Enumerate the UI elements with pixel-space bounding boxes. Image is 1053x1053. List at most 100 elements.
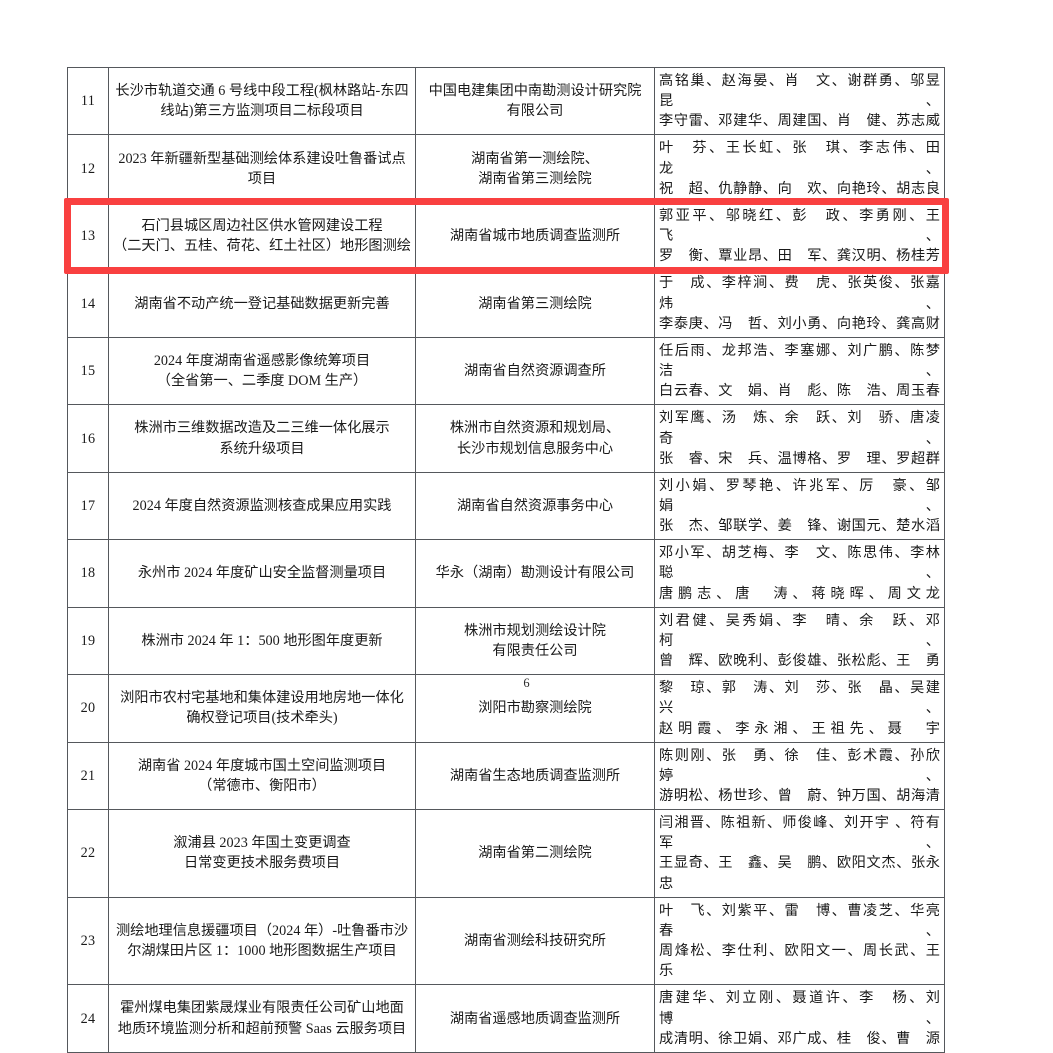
row-index-cell: 14 [67,269,109,338]
table-row: 20 浏阳市农村宅基地和集体建设用地房地一体化 确权登记项目(技术牵头) 浏阳市勘察测… [67,674,945,743]
project-name-line: 2024 年度自然资源监测核查成果应用实践 [132,497,392,514]
project-name-cell: 2024 年度湖南省遥感影像统筹项目 （全省第一、二季度 DOM 生产） [108,336,416,406]
project-name-cell: 浏阳市农村宅基地和集体建设用地房地一体化 确权登记项目(技术牵头) [108,674,416,743]
organization-line: 湖南省第三测绘院 [478,295,592,312]
contributors-line: 黎 琼、郭 涛、刘 莎、张 晶、吴建兴、 [659,680,940,717]
contributors-line: 李泰庚、冯 哲、刘小勇、向艳玲、龚高财 [659,315,940,332]
table-row: 12 2023 年新疆新型基础测绘体系建设吐鲁番试点 项目 湖南省第一测绘院、 湖南省第… [67,134,954,203]
organization-line: 湖南省自然资源事务中心 [456,497,614,514]
contributors-cell: 刘小娟、罗琴艳、许兆军、厉 豪、邹 娟、张 杰、邹联学、姜 锋、谢国元、楚水滔 [654,471,954,541]
organization-cell: 湖南省第三测绘院 [415,269,655,338]
project-name-line: 长沙市轨道交通 6 号线中段工程(枫林路站-东四 [115,83,409,100]
project-name-line: 霍州煤电集团紫晟煤业有限责任公司矿山地面 [120,1000,404,1017]
organization-line: 浏阳市勘察测绘院 [478,700,592,717]
project-name-line: 尔湖煤田片区 1：1000 地形图数据生产项目 [127,943,397,960]
project-name-line: 测绘地理信息援疆项目（2024 年）-吐鲁番市沙 [115,922,409,939]
contributors-line: 李守雷、邓建华、周建国、肖 健、苏志威 [659,113,940,130]
contributors-cell: 陈则刚、张 勇、徐 佳、彭术霞、孙欣婷、游明松、杨世珍、曾 蔚、钟万国、胡海清 [654,741,945,811]
table-row: 23 测绘地理信息援疆项目（2024 年）-吐鲁番市沙 尔湖煤田片区 1：1000 … [67,896,954,986]
table-row: 16 株洲市三维数据改造及二三维一体化展示 系统升级项目 株洲市自然资源和规划局、 长沙… [67,404,945,473]
contributors-line: 任后雨、龙邦浩、李塞娜、刘广鹏、陈梦洁、 [659,342,940,380]
contributors-line: 赵明霞、李永湘、王祖先、聂 宇 [659,720,940,737]
organization-cell: 湖南省城市地质调查监测所 [415,201,655,271]
organization-cell: 中国电建集团中南勘测设计研究院 有限公司 [415,66,655,136]
organization-line: 有限责任公司 [492,642,578,659]
contributors-line: 成清明、徐卫娟、邓广成、桂 俊、曹 源 [659,1030,940,1047]
project-name-line: （全省第一、二季度 DOM 生产） [156,373,368,390]
contributors-line: 高铭巢、赵海晏、肖 文、谢群勇、邬昱昆、 [659,73,940,110]
organization-cell: 湖南省生态地质调查监测所 [415,741,655,811]
contributors-line: 闫湘晋、陈祖新、师俊峰、刘开宇 、符有军、 [659,815,940,852]
organization-line: 湖南省第二测绘院 [478,845,592,862]
row-index-cell: 17 [67,471,109,541]
project-name-line: 项目 [247,170,277,187]
organization-cell: 株洲市自然资源和规划局、 长沙市规划信息服务中心 [415,404,655,473]
contributors-line: 曾 辉、欧晚利、彭俊雄、张松彪、王 勇 [659,653,940,670]
contributors-line: 祝 超、仇静静、向 欢、向艳玲、胡志良 [659,180,940,197]
project-name-line: 湖南省 2024 年度城市国土空间监测项目 [137,757,387,774]
project-name-cell: 2024 年度自然资源监测核查成果应用实践 [108,471,416,541]
table-row: 11 长沙市轨道交通 6 号线中段工程(枫林路站-东四 线站)第三方监测项目二标段项… [67,66,945,136]
award-table-container: 11 长沙市轨道交通 6 号线中段工程(枫林路站-东四 线站)第三方监测项目二标段项… [67,66,955,1053]
award-table: 11 长沙市轨道交通 6 号线中段工程(枫林路站-东四 线站)第三方监测项目二标段项… [67,66,955,1053]
award-table-body: 11 长沙市轨道交通 6 号线中段工程(枫林路站-东四 线站)第三方监测项目二标段项… [67,66,955,1053]
contributors-cell: 于 成、李梓涧、费 虎、张英俊、张嘉炜、李泰庚、冯 哲、刘小勇、向艳玲、龚高财 [654,269,945,338]
contributors-cell: 闫湘晋、陈祖新、师俊峰、刘开宇 、符有军、 王显奇、王 鑫、吴 鹏、欧阳文杰、张永… [654,809,945,898]
project-name-line: 湖南省不动产统一登记基础数据更新完善 [134,295,390,312]
project-name-line: 永州市 2024 年度矿山安全监督测量项目 [137,565,387,582]
table-row: 17 2024 年度自然资源监测核查成果应用实践 湖南省自然资源事务中心 刘小娟、罗琴… [67,471,954,541]
organization-cell: 湖南省自然资源调查所 [415,336,655,406]
contributors-cell: 刘君健、吴秀娟、李 晴、余 跃、邓 柯、曾 辉、欧晚利、彭俊雄、张松彪、王 勇 [654,606,955,676]
contributors-cell: 刘军鹰、汤 炼、余 跃、刘 骄、唐凌奇、张 睿、宋 兵、温博格、罗 理、罗超群 [654,404,945,473]
row-index-cell: 22 [67,809,109,898]
project-name-cell: 霍州煤电集团紫晟煤业有限责任公司矿山地面 地质环境监测分析和超前预警 Saas 云… [108,984,416,1053]
project-name-line: 确权登记项目(技术牵头) [186,710,338,727]
row-index-cell: 15 [67,336,109,406]
organization-line: 湖南省城市地质调查监测所 [449,228,621,245]
contributors-cell: 叶 飞、刘紫平、雷 博、曹凌芝、华亮春、 周烽松、李仕利、欧阳文一、周长武、王 乐 [654,896,954,986]
organization-line: 湖南省自然资源调查所 [464,363,606,380]
contributors-line: 于 成、李梓涧、费 虎、张英俊、张嘉炜、 [659,275,940,312]
organization-line: 株洲市规划测绘设计院 [464,622,606,639]
row-index-cell: 24 [67,984,109,1053]
organization-line: 有限公司 [506,103,564,120]
contributors-line: 罗 衡、覃业昂、田 军、龚汉明、杨桂芳 [659,248,940,265]
organization-line: 湖南省测绘科技研究所 [464,933,606,950]
table-row: 21 湖南省 2024 年度城市国土空间监测项目 （常德市、衡阳市） 湖南省生态地质调… [67,741,945,811]
table-row: 13 石门县城区周边社区供水管网建设工程 （二天门、五桂、荷花、红土社区）地形图测绘… [67,201,955,271]
table-row: 14 湖南省不动产统一登记基础数据更新完善 湖南省第三测绘院 于 成、李梓涧、费 虎、… [67,269,945,338]
organization-line: 湖南省遥感地质调查监测所 [449,1010,621,1027]
contributors-line: 刘君健、吴秀娟、李 晴、余 跃、邓 柯、 [659,612,955,649]
project-name-line: 日常变更技术服务费项目 [183,855,341,872]
organization-line: 中国电建集团中南勘测设计研究院 [428,83,642,100]
project-name-cell: 2023 年新疆新型基础测绘体系建设吐鲁番试点 项目 [108,134,416,203]
project-name-line: 株洲市三维数据改造及二三维一体化展示 [134,420,390,437]
organization-line: 株洲市自然资源和规划局、 [449,420,621,437]
project-name-cell: 石门县城区周边社区供水管网建设工程 （二天门、五桂、荷花、红土社区）地形图测绘 [108,201,416,271]
row-index-cell: 23 [67,896,109,986]
project-name-cell: 永州市 2024 年度矿山安全监督测量项目 [108,539,416,608]
organization-line: 湖南省第一测绘院、 [471,150,599,167]
row-index-cell: 19 [67,606,109,676]
project-name-cell: 湖南省 2024 年度城市国土空间监测项目 （常德市、衡阳市） [108,741,416,811]
contributors-line: 邓小军、胡芝梅、李 文、陈思伟、李林聪、 [659,545,940,582]
contributors-cell: 任后雨、龙邦浩、李塞娜、刘广鹏、陈梦洁、 白云春、文 娟、肖 彪、陈 浩、周玉春 [654,336,945,406]
project-name-line: 石门县城区周边社区供水管网建设工程 [141,218,383,235]
project-name-cell: 湖南省不动产统一登记基础数据更新完善 [108,269,416,338]
contributors-line: 郭亚平、邬晓红、彭 政、李勇刚、王 飞、 [659,207,955,245]
contributors-line: 叶 飞、刘紫平、雷 博、曹凌芝、华亮春、 [659,902,940,939]
contributors-line: 唐建华、刘立刚、聂道许、李 杨、刘 博、 [659,990,955,1027]
project-name-line: （常德市、衡阳市） [198,777,326,794]
contributors-cell: 唐建华、刘立刚、聂道许、李 杨、刘 博、成清明、徐卫娟、邓广成、桂 俊、曹 源 [654,984,955,1053]
contributors-line: 王显奇、王 鑫、吴 鹏、欧阳文杰、张永忠 [659,855,940,892]
contributors-line: 游明松、杨世珍、曾 蔚、钟万国、胡海清 [659,788,940,804]
project-name-line: 2024 年度湖南省遥感影像统筹项目 [153,352,371,369]
page-number: 6 [523,676,530,690]
contributors-line: 陈则刚、张 勇、徐 佳、彭术霞、孙欣婷、 [659,747,940,784]
organization-cell: 株洲市规划测绘设计院 有限责任公司 [415,606,655,676]
project-name-line: 线站)第三方监测项目二标段项目 [160,103,364,120]
project-name-line: 2023 年新疆新型基础测绘体系建设吐鲁番试点 [118,150,406,167]
project-name-cell: 测绘地理信息援疆项目（2024 年）-吐鲁番市沙 尔湖煤田片区 1：1000 地形… [108,896,416,986]
row-index-cell: 18 [67,539,109,608]
project-name-cell: 长沙市轨道交通 6 号线中段工程(枫林路站-东四 线站)第三方监测项目二标段项目 [108,66,416,136]
